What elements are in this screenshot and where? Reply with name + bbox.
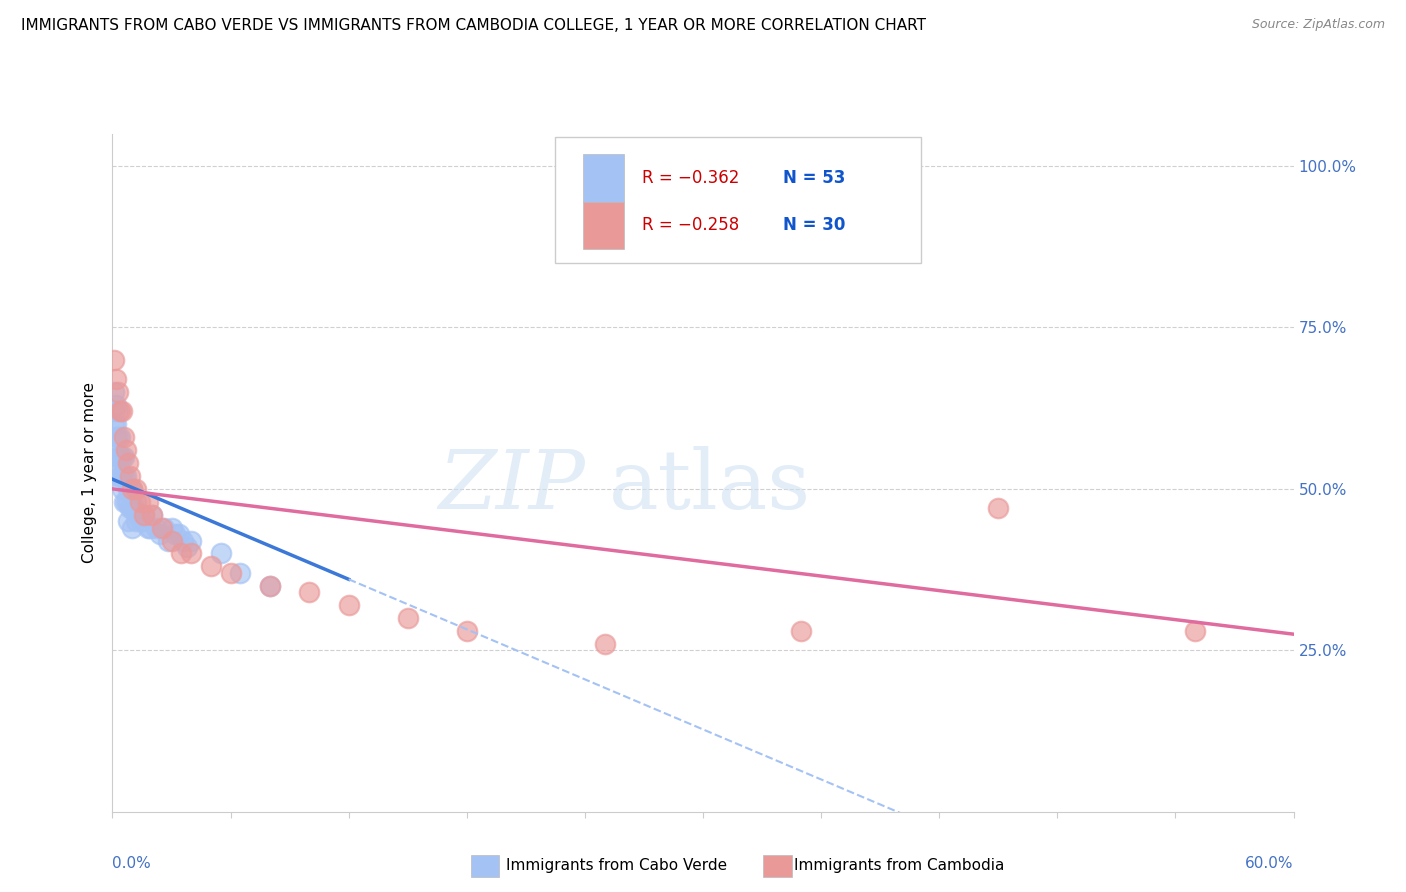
Point [169,527,191,541]
Point [103,404,125,418]
Text: Source: ZipAtlas.com: Source: ZipAtlas.com [1251,18,1385,31]
Point [987,501,1010,516]
Point [115,443,138,458]
Text: ZIP: ZIP [439,446,585,526]
Point [111,482,134,496]
Point [160,521,183,535]
Point [132,508,155,522]
Text: IMMIGRANTS FROM CABO VERDE VS IMMIGRANTS FROM CAMBODIA COLLEGE, 1 YEAR OR MORE C: IMMIGRANTS FROM CABO VERDE VS IMMIGRANTS… [21,18,927,33]
Point [120,501,142,516]
Text: atlas: atlas [609,446,811,526]
Point [117,456,139,470]
Point [110,469,132,483]
Point [105,417,128,432]
Point [139,521,162,535]
Point [103,352,125,367]
Point [132,508,155,522]
Point [456,624,478,638]
Y-axis label: College, 1 year or more: College, 1 year or more [82,383,97,563]
Point [150,521,173,535]
Point [117,482,139,496]
Text: 0.0%: 0.0% [112,855,152,871]
Point [127,508,149,522]
Point [219,566,242,580]
Point [170,546,193,560]
Point [141,508,163,522]
Point [259,579,281,593]
Point [107,450,129,464]
Point [111,404,134,418]
Point [125,514,148,528]
Point [112,430,135,444]
Point [112,450,135,464]
Point [145,521,167,535]
Point [165,527,187,541]
Point [180,533,202,548]
Point [117,495,139,509]
Point [593,637,616,651]
Point [110,450,132,464]
Point [112,495,135,509]
Point [136,521,159,535]
Point [125,495,148,509]
Point [209,546,232,560]
Text: 60.0%: 60.0% [1246,855,1294,871]
Bar [582,202,624,249]
Text: N = 30: N = 30 [783,217,845,235]
Point [136,495,159,509]
Text: R = −0.362: R = −0.362 [641,169,740,186]
Point [115,495,138,509]
Point [105,398,128,412]
Text: N = 53: N = 53 [783,169,845,186]
Point [121,501,143,516]
Bar [582,154,624,202]
Point [107,385,129,400]
Point [152,521,174,535]
FancyBboxPatch shape [555,137,921,262]
Point [172,533,194,548]
Point [103,385,125,400]
Point [107,430,129,444]
Point [120,482,142,496]
Point [125,482,148,496]
Point [129,495,152,509]
Point [107,469,129,483]
Point [156,533,179,548]
Text: R = −0.258: R = −0.258 [641,217,738,235]
Point [176,540,198,554]
Point [120,469,142,483]
Point [141,508,163,522]
Point [107,404,129,418]
Point [105,450,128,464]
Point [103,417,125,432]
Point [111,469,134,483]
Point [129,508,152,522]
Point [337,598,360,612]
Point [112,469,135,483]
Point [110,404,132,418]
Point [131,514,153,528]
Point [122,501,145,516]
Text: Immigrants from Cambodia: Immigrants from Cambodia [794,858,1005,872]
Point [790,624,813,638]
Point [298,585,321,599]
Point [229,566,252,580]
Text: Immigrants from Cabo Verde: Immigrants from Cabo Verde [506,858,727,872]
Point [105,430,128,444]
Point [105,372,128,386]
Point [117,514,139,528]
Point [180,546,202,560]
Point [259,579,281,593]
Point [160,533,183,548]
Point [121,482,143,496]
Point [1184,624,1206,638]
Point [111,450,134,464]
Point [200,559,222,574]
Point [115,469,138,483]
Point [149,527,172,541]
Point [121,521,143,535]
Point [121,482,143,496]
Point [396,611,419,625]
Point [110,430,132,444]
